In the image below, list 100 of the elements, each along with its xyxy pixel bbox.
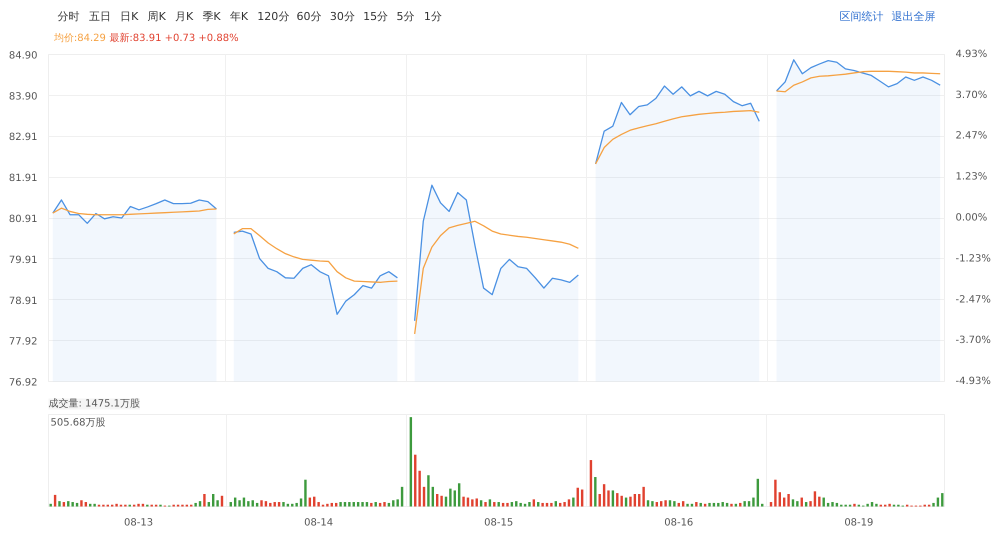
bar xyxy=(76,502,78,506)
bar xyxy=(49,504,52,506)
bar xyxy=(941,493,944,506)
bar xyxy=(814,491,816,506)
bar xyxy=(216,500,219,506)
bar xyxy=(396,499,399,506)
bar xyxy=(352,502,355,506)
bar xyxy=(594,477,597,506)
bar xyxy=(392,500,394,506)
bar xyxy=(370,502,373,506)
x-tick-label: 08-14 xyxy=(304,518,334,528)
bar xyxy=(388,502,390,506)
y2-tick-label: 1.23% xyxy=(956,172,988,183)
y-tick-label: 77.92 xyxy=(8,336,38,348)
bar xyxy=(796,501,799,506)
bar xyxy=(690,504,694,506)
bar xyxy=(787,494,790,506)
bar xyxy=(782,498,786,506)
bar xyxy=(462,496,465,506)
y2-tick-label: -2.47% xyxy=(956,294,991,306)
bar xyxy=(54,494,56,506)
bar xyxy=(541,502,544,506)
text: 年K xyxy=(230,10,249,23)
y-tick-label: 83.90 xyxy=(8,91,38,102)
bar xyxy=(612,490,614,506)
y-tick-label: 82.91 xyxy=(8,132,38,144)
y-tick-label: 84.90 xyxy=(8,50,38,62)
bar xyxy=(348,502,351,506)
y-tick-label: 78.91 xyxy=(8,296,38,307)
bar xyxy=(84,502,88,506)
bar xyxy=(427,475,430,506)
bar xyxy=(242,498,246,506)
bar xyxy=(458,483,460,506)
bar xyxy=(286,504,290,506)
bar xyxy=(326,504,329,506)
bar xyxy=(519,502,522,506)
bar xyxy=(558,502,562,506)
bar xyxy=(752,498,755,506)
bar xyxy=(515,501,518,506)
text: 季K xyxy=(202,10,222,23)
bar xyxy=(704,504,706,506)
text: 五日 xyxy=(88,10,111,23)
bar xyxy=(454,490,456,506)
bar xyxy=(212,494,214,506)
text: 60分 xyxy=(296,10,322,23)
x-tick-label: 08-16 xyxy=(664,518,694,528)
y2-tick-label: 2.47% xyxy=(956,130,988,142)
bar xyxy=(295,502,298,506)
bar xyxy=(739,502,742,506)
bar xyxy=(238,500,241,506)
bar xyxy=(721,502,724,506)
bar xyxy=(466,498,470,506)
bar xyxy=(875,504,878,506)
bar xyxy=(554,501,557,506)
bar xyxy=(572,498,575,506)
bar xyxy=(528,502,531,506)
bar xyxy=(602,484,606,506)
y2-tick-label: 0.00% xyxy=(956,212,988,224)
bar xyxy=(695,502,698,506)
bar xyxy=(471,499,474,506)
bar xyxy=(194,502,197,506)
y2-tick-label: 4.93% xyxy=(956,49,988,60)
y-tick-label: 81.91 xyxy=(8,173,38,184)
bar xyxy=(726,502,728,506)
x-tick-label: 08-19 xyxy=(844,518,874,528)
bar xyxy=(664,500,667,506)
bar xyxy=(378,502,382,506)
bar xyxy=(334,502,338,506)
text: 日K xyxy=(120,10,140,23)
x-tick-label: 08-13 xyxy=(124,518,154,528)
bar xyxy=(656,502,658,506)
y-tick-label: 80.91 xyxy=(8,214,38,225)
bar xyxy=(410,417,412,506)
bar xyxy=(366,502,368,506)
bar xyxy=(734,504,738,506)
bar xyxy=(642,486,645,506)
bar xyxy=(590,460,592,506)
text: 30分 xyxy=(330,10,355,23)
text: 区间统计 xyxy=(840,10,884,23)
bar xyxy=(432,486,434,506)
bar xyxy=(836,502,838,506)
bar xyxy=(264,501,268,506)
bar xyxy=(208,502,210,506)
bar xyxy=(624,498,628,506)
bar xyxy=(313,496,316,506)
y2-tick-label: -1.23% xyxy=(956,253,991,264)
bar xyxy=(203,494,206,506)
annotation: 505.68万股 xyxy=(50,418,106,428)
bar xyxy=(252,500,254,506)
bar xyxy=(686,504,689,506)
y-tick-label: 79.91 xyxy=(8,254,38,266)
bar xyxy=(673,501,676,506)
bar xyxy=(532,499,536,506)
bar xyxy=(273,502,276,506)
bar xyxy=(317,502,320,506)
bar xyxy=(247,501,250,506)
bar xyxy=(822,498,825,506)
text: 1分 xyxy=(424,10,442,23)
bar xyxy=(700,502,702,506)
bar xyxy=(93,504,96,506)
